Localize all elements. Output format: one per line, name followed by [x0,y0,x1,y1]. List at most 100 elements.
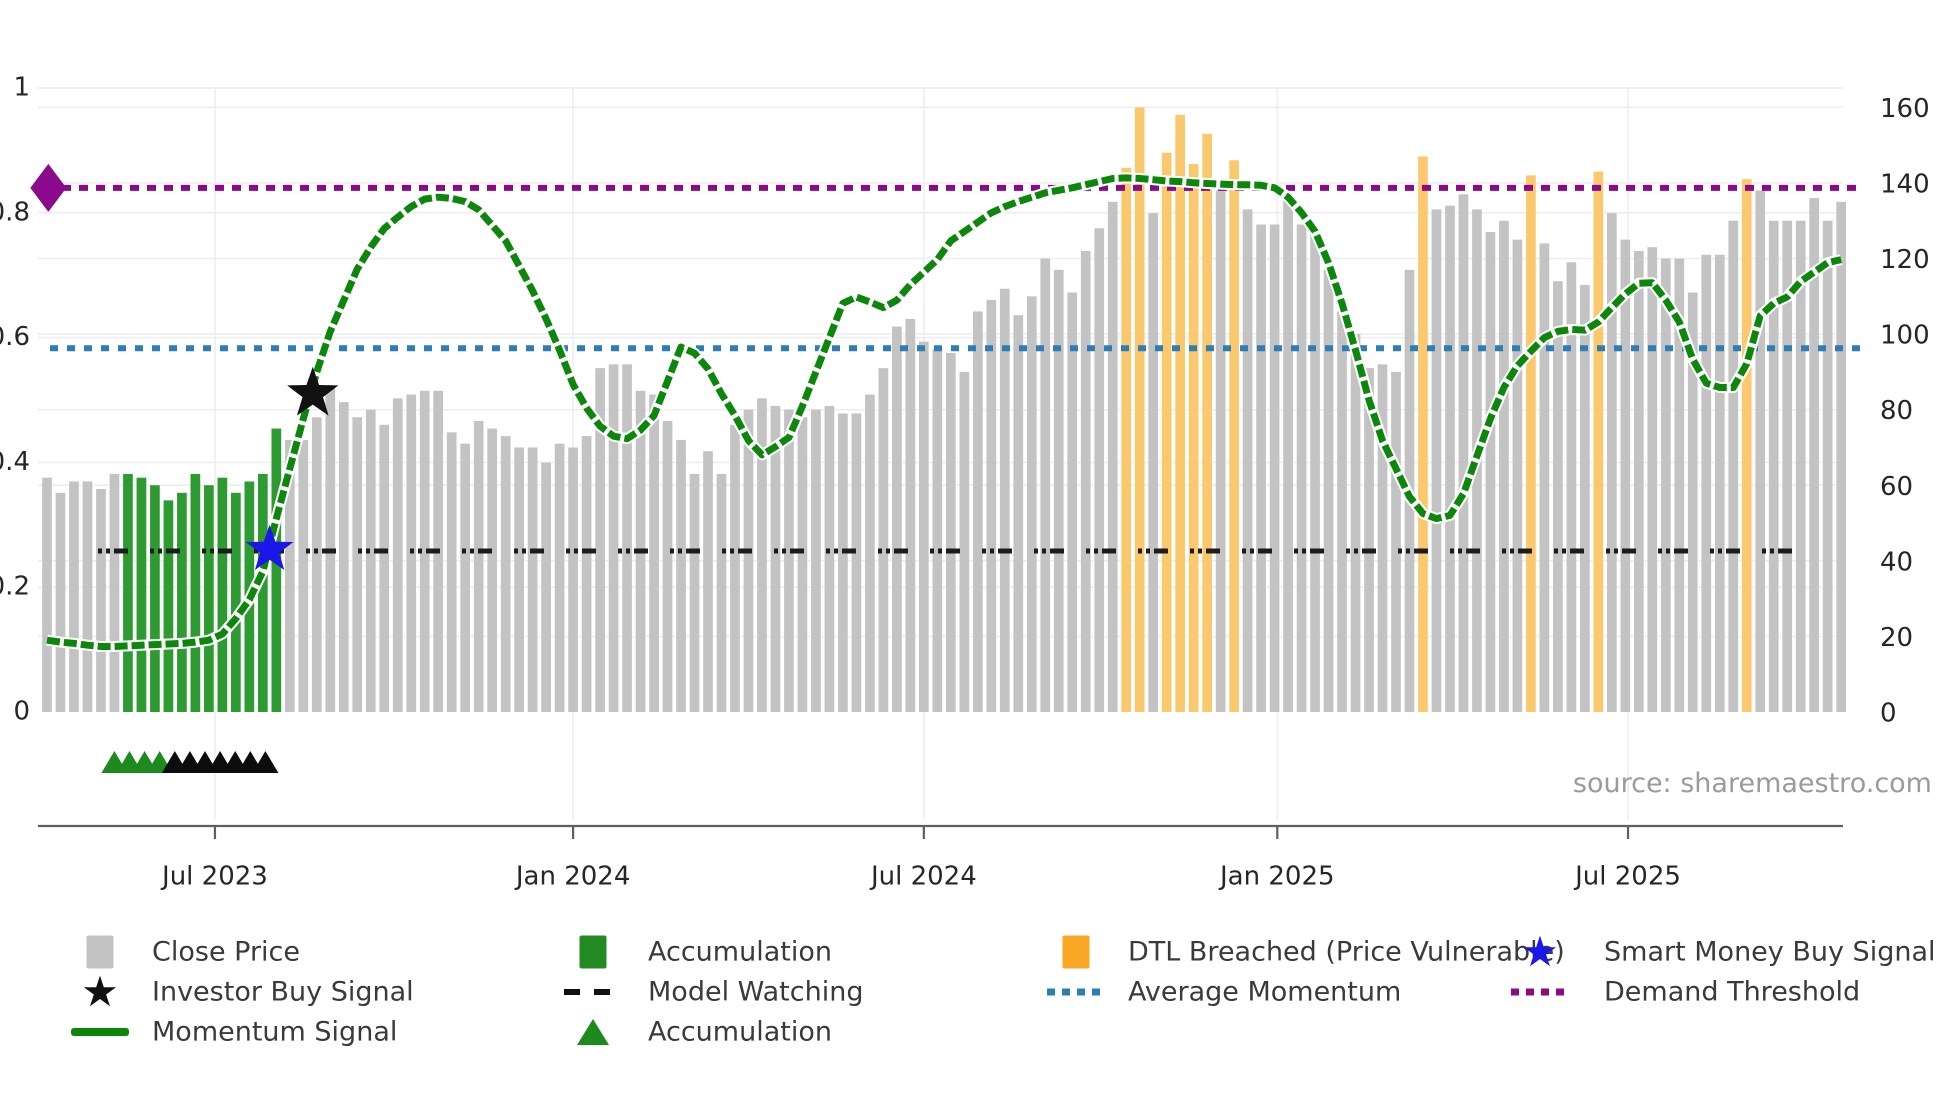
price-bar [824,405,835,712]
price-bar [703,451,713,712]
price-bar [1337,311,1347,712]
y-right-tick-label: 120 [1880,245,1930,275]
y-left-tick-label: 1 [13,73,30,103]
price-bar [1053,269,1064,712]
accumulation-bar [204,485,214,712]
demand-threshold-diamond [30,163,67,212]
price-bar [82,481,93,712]
price-bar [1553,281,1563,712]
price-bar [1795,220,1806,713]
price-bar [352,417,363,712]
price-bar [1215,190,1226,713]
price-bar [1499,220,1509,713]
price-bar [338,402,349,712]
price-bar [1782,220,1793,713]
y-left-tick-label: 0.4 [0,447,30,477]
price-bar [770,405,781,712]
y-left-tick-label: 0.6 [0,322,30,352]
price-bar [311,417,322,712]
price-bar [1580,284,1590,712]
price-bar [838,413,848,712]
price-bar [1013,315,1024,712]
price-bar [392,398,403,712]
price-bar [487,428,498,712]
y-right-tick-label: 80 [1880,396,1913,426]
price-bar [622,364,632,712]
price-bar [1701,254,1712,712]
dtl-breached-bar [1593,171,1604,712]
price-bar [972,311,983,712]
price-bar [811,409,821,712]
price-bar [1512,239,1523,712]
momentum-line [46,174,1842,650]
dtl-breached-bar [1121,167,1132,713]
accumulation-bar [217,477,228,712]
accumulation-triangle-black [252,751,279,773]
x-tick-label: Jul 2025 [1573,861,1681,891]
y-right-tick-label: 60 [1880,472,1913,502]
accumulation-triangle-row [101,751,279,773]
momentum-signal-line [46,172,1843,652]
price-bar [1647,247,1658,713]
price-bar [784,409,794,712]
y-right-tick-label: 100 [1880,321,1930,351]
price-bar [945,352,956,712]
price-bar [419,390,430,712]
price-bar [1107,201,1118,712]
price-bar [1080,250,1091,712]
price-bar [109,473,120,712]
dtl-breached-bar [1418,156,1428,712]
price-bar [96,489,106,712]
price-bar [905,318,916,712]
y-right-tick-label: 0 [1880,699,1897,729]
price-bar [1377,364,1388,712]
x-tick-label: Jul 2024 [869,861,977,891]
price-bar [1485,232,1496,712]
price-bar [568,447,578,712]
price-bar [1674,258,1685,712]
price-bar [892,326,902,712]
y-left-tick-label: 0.2 [0,572,30,602]
price-bar [959,371,970,712]
accumulation-bar [190,473,201,712]
price-bar [42,477,52,712]
price-bar [527,447,538,712]
x-axis: Jul 2023 Jan 2024 Jul 2024 Jan 2025 Jul 2025 [38,824,1843,891]
price-bar [851,413,862,712]
price-bar [1566,262,1577,712]
dtl-breached-bar [1134,107,1145,713]
price-bar [1539,243,1550,713]
price-bar [581,436,592,712]
y-left-tick-label: 0.8 [0,197,30,227]
close-price-bars [42,107,1847,713]
source-attribution: source: sharemaestro.com [1572,768,1932,799]
price-bar [865,394,875,712]
price-bar [1026,296,1037,712]
price-bar [500,436,511,712]
accumulation-bar [123,473,133,712]
price-bar [1269,224,1280,712]
price-bar [716,473,727,712]
accumulation-bar [163,500,174,712]
price-bar [473,421,484,712]
price-bar [1323,269,1334,712]
price-bar [365,409,376,712]
price-bar [1256,224,1266,712]
price-bar [932,349,943,712]
price-bar [1809,198,1820,712]
price-bar [730,424,740,712]
price-bar [1350,334,1361,712]
price-bar [662,421,673,712]
dtl-breached-bar [1229,160,1239,713]
y-right-tick-label: 20 [1880,623,1913,653]
y-right-tick-label: 40 [1880,547,1913,577]
price-bar [595,368,605,712]
price-bar [1040,258,1051,712]
y-axis-right: 0 20 40 60 80 100 120 140 160 [1880,94,1930,729]
price-bar [1728,220,1739,713]
price-bar [298,439,309,712]
y-right-tick-label: 160 [1880,94,1930,124]
price-bar [1364,368,1374,712]
